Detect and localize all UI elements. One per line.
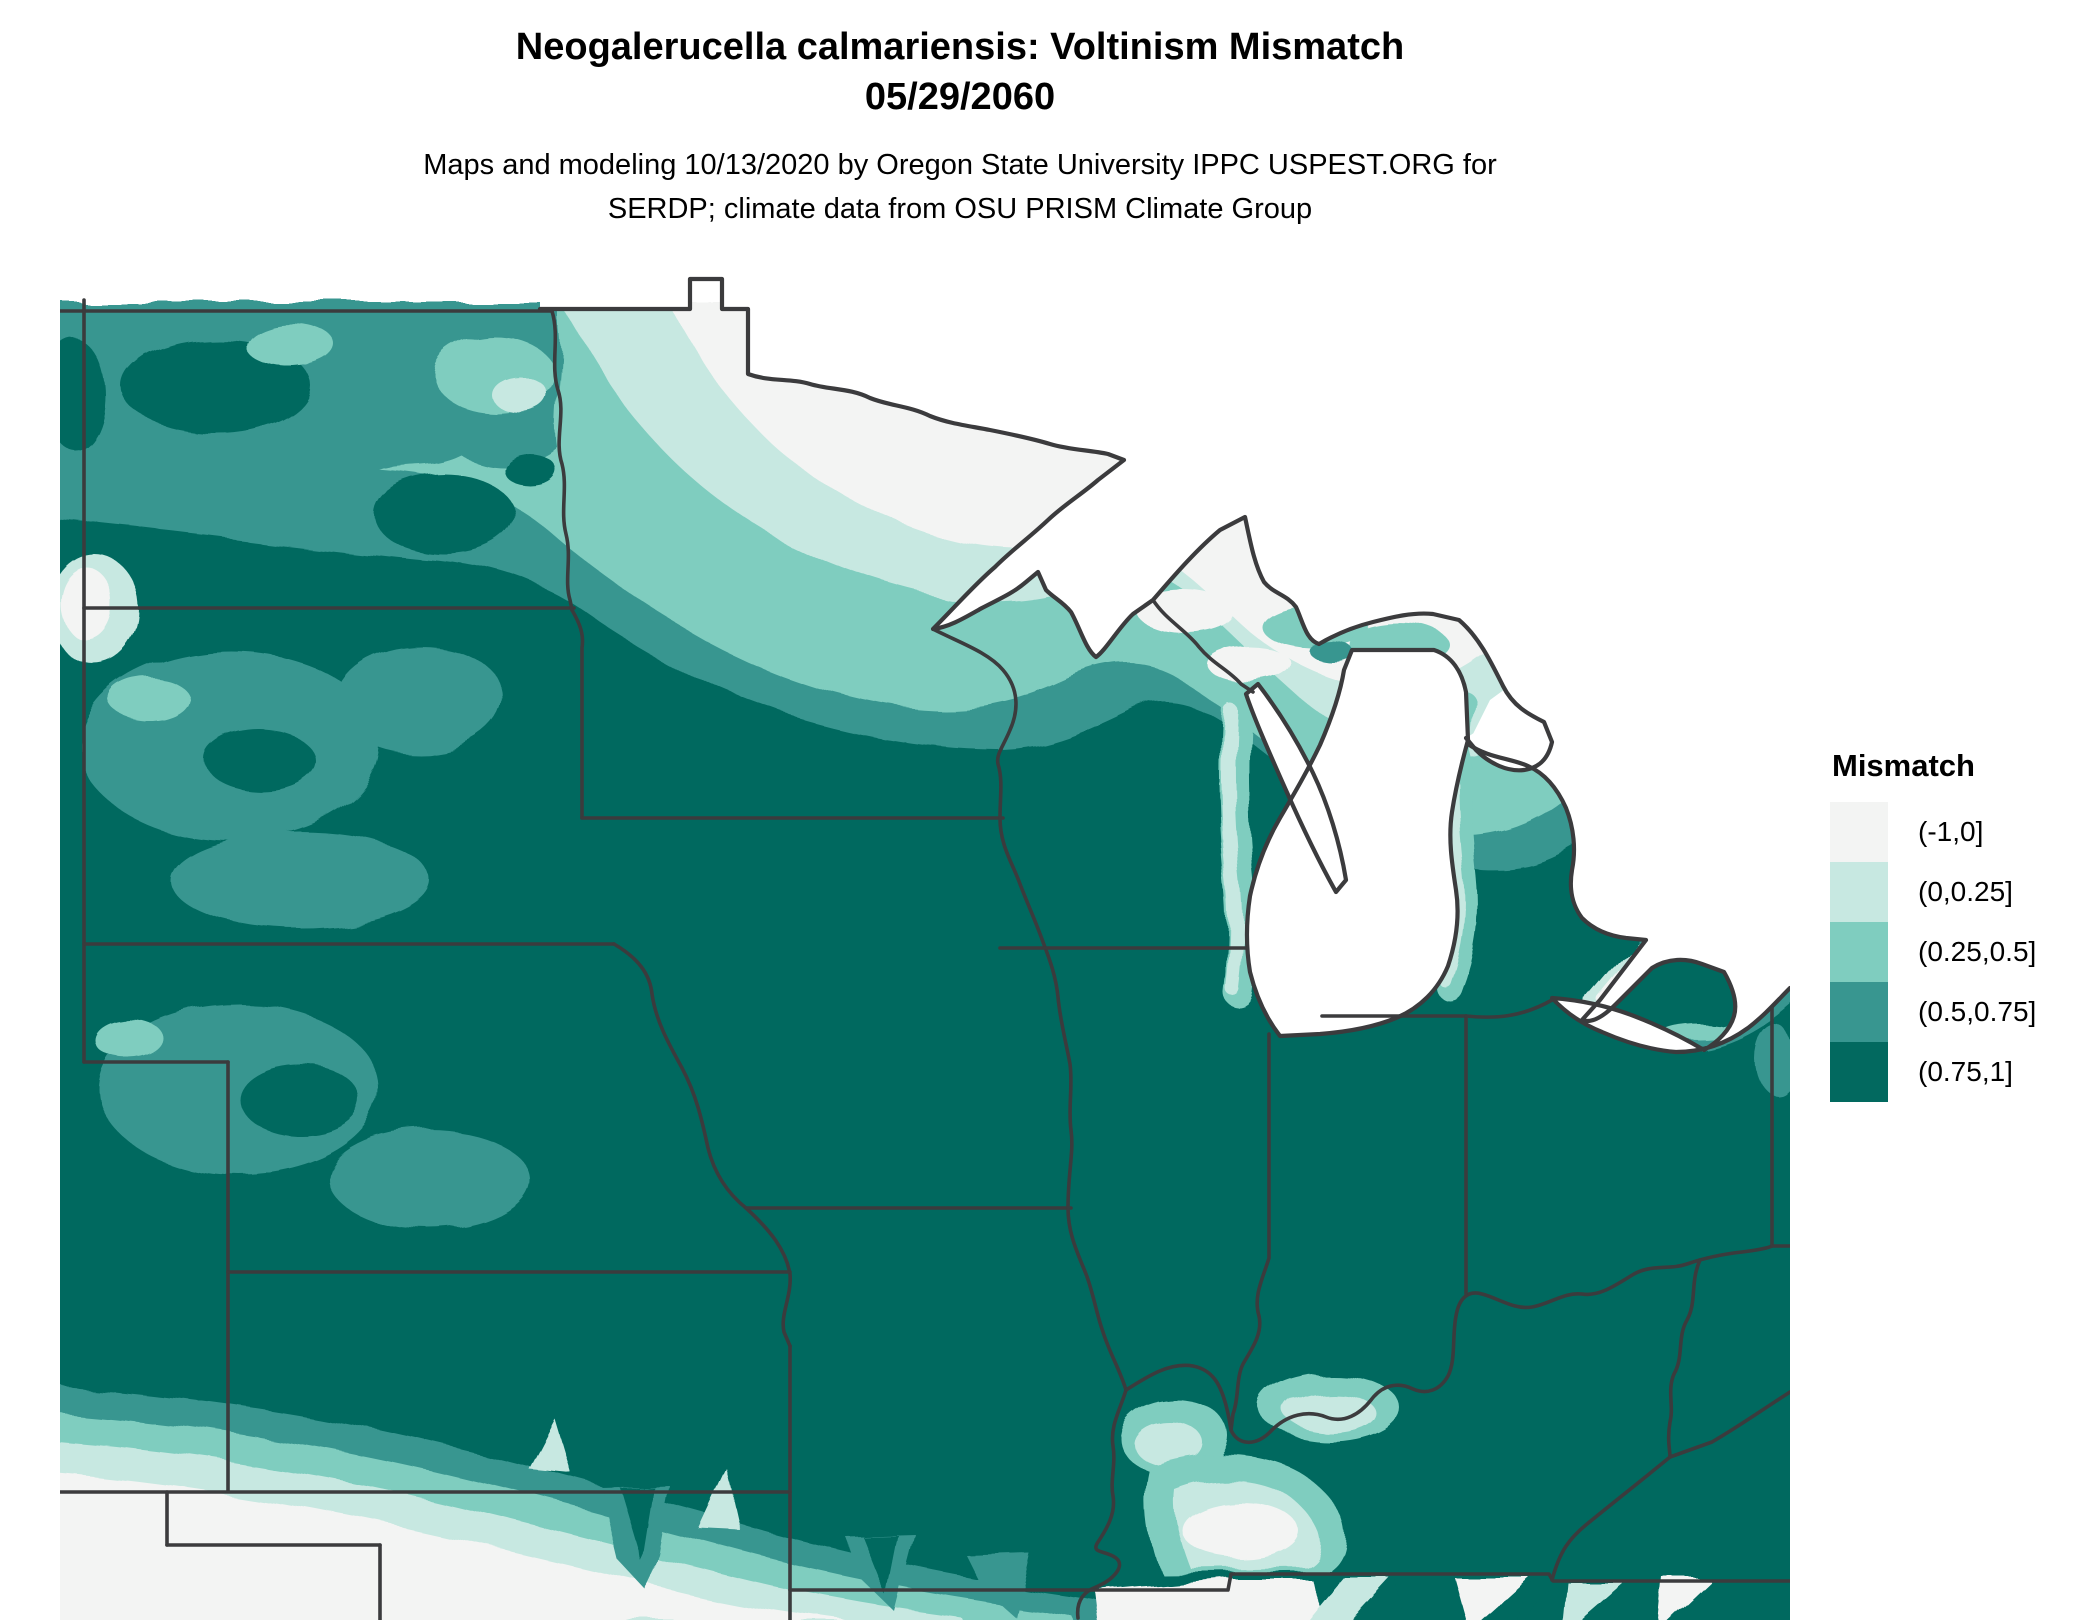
- lake-superior-canada-mask: [540, 268, 1790, 771]
- legend-swatch-0: [1830, 802, 1888, 862]
- red-river: [550, 309, 574, 612]
- raster-nd-dark-patch: [375, 475, 515, 555]
- page-title: Neogalerucella calmariensis: Voltinism M…: [515, 26, 1405, 68]
- huron-erie-shoreline: [1465, 741, 1790, 1055]
- raster-sd-mid-patch: [335, 645, 505, 755]
- raster-tn-stripe: [1310, 1578, 1390, 1620]
- raster-up-light-patch: [1137, 592, 1233, 632]
- raster-ne-mid-patch: [330, 1130, 530, 1230]
- raster-ne-light-patch: [95, 1020, 165, 1060]
- legend-label-3: (0.5,0.75]: [1918, 996, 2037, 1027]
- shoreline-layer: [537, 276, 1790, 1055]
- legend-title: Mismatch: [1832, 748, 1975, 783]
- border-ky-wv: [1666, 1258, 1702, 1459]
- raster-tn-stripe: [1515, 1578, 1560, 1620]
- legend-swatch-1: [1830, 862, 1888, 922]
- legend-item-3: (0.5,0.75]: [1830, 982, 2090, 1042]
- state-borders-layer: [60, 298, 1790, 1620]
- legend-item-4: (0.75,1]: [1830, 1042, 2090, 1102]
- raster-wky-light: [1182, 1502, 1298, 1558]
- raster-tn-stripe: [1561, 1580, 1620, 1620]
- raster-nd-dark-patch: [60, 340, 105, 450]
- lake-michigan-mask: [1247, 650, 1468, 1036]
- raster-nd-light-patch: [492, 377, 548, 413]
- subtitle-line-1: Maps and modeling 10/13/2020 by Oregon S…: [423, 149, 1497, 182]
- raster-ne-dark-patch: [240, 1065, 360, 1135]
- water-mask-layer: [540, 268, 1790, 1052]
- raster-light-finger: [700, 1470, 742, 1532]
- raster-tn-stripe: [1455, 1578, 1530, 1620]
- subtitle-line-2: SERDP; climate data from OSU PRISM Clima…: [607, 192, 1313, 225]
- raster-sd-dark-patch: [205, 730, 315, 790]
- border-mo-ar-ky-tn: [788, 1572, 1790, 1592]
- raster-sil-light: [1135, 1423, 1205, 1467]
- legend-item-2: (0.25,0.5]: [1830, 922, 2090, 982]
- raster-sd-mid-patch: [170, 832, 430, 928]
- lake-huron-erie-mask: [1468, 563, 1790, 1052]
- subtitle: Maps and modeling 10/13/2020 by Oregon S…: [0, 144, 1920, 231]
- raster-dark-finger: [618, 1485, 652, 1560]
- green-bay-shoreline: [1243, 681, 1349, 895]
- raster-south-band-c1: [60, 1473, 843, 1620]
- legend-items: (-1,0] (0,0.25] (0.25,0.5] (0.5,0.75] (0.75,…: [1830, 802, 2090, 1102]
- raster-sd-light-patch: [110, 678, 190, 722]
- legend-item-0: (-1,0]: [1830, 802, 2090, 862]
- border-va-wv: [1668, 1390, 1790, 1459]
- raster-dark-finger: [965, 1552, 1028, 1616]
- border-mi-oh: [1464, 998, 1554, 1019]
- border-wi-mi: [1151, 598, 1255, 694]
- ohio-river: [1124, 1244, 1774, 1445]
- legend-swatch-4: [1830, 1042, 1888, 1102]
- raster-wi-shore-strip: [1220, 703, 1244, 995]
- raster-dark-finger: [862, 1535, 898, 1596]
- header: Neogalerucella calmariensis: Voltinism M…: [0, 22, 1920, 231]
- raster-tn-stripe: [1395, 1578, 1450, 1620]
- legend-swatch-3: [1830, 982, 1888, 1042]
- legend-label-4: (0.75,1]: [1918, 1056, 2013, 1087]
- legend-item-1: (0,0.25]: [1830, 862, 2090, 922]
- raster-tn-stripe: [1661, 1580, 1715, 1620]
- legend-label-1: (0,0.25]: [1918, 876, 2013, 907]
- raster-tn-stripe: [1613, 1580, 1660, 1620]
- raster-nd-dark-patch: [504, 454, 556, 486]
- raster-evv-light: [1285, 1392, 1375, 1432]
- border-mn-sd: [570, 608, 585, 820]
- legend-label-2: (0.25,0.5]: [1918, 936, 2037, 967]
- legend-label-0: (-1,0]: [1918, 816, 1984, 847]
- legend: Mismatch (-1,0] (0,0.25] (0.25,0.5] (0.5,0.…: [1830, 748, 2090, 1102]
- page-title-date: 05/29/2060: [864, 76, 1056, 119]
- border-va-ky: [1550, 1455, 1672, 1582]
- border-il-in-wabash: [1229, 1032, 1271, 1432]
- missouri-river: [612, 942, 792, 1348]
- raster-nd-light-patch: [245, 323, 335, 367]
- mississippi-river-upper: [931, 627, 1128, 1392]
- raster-neoh-mid-patch: [1756, 1026, 1790, 1094]
- lake-michigan-shoreline: [1244, 647, 1471, 1039]
- legend-swatch-2: [1830, 922, 1888, 982]
- mississippi-river-lower: [1075, 1388, 1128, 1620]
- raster-black-hills-core: [62, 569, 114, 641]
- superior-mn-shoreline: [537, 276, 1555, 773]
- raster-light-finger: [530, 1420, 572, 1474]
